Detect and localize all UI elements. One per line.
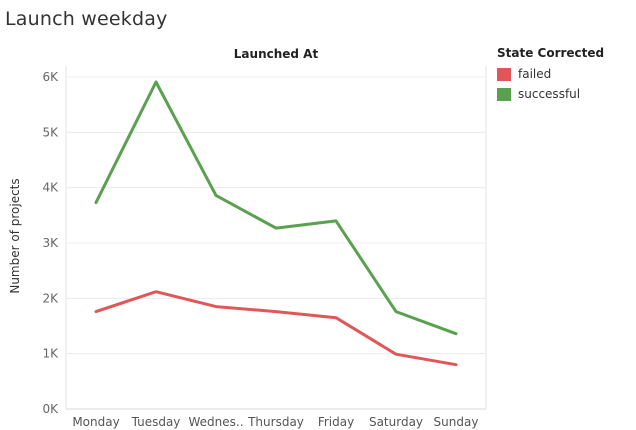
y-tick-label: 6K [42,70,59,84]
x-tick-label: Monday [72,415,119,429]
y-tick-label: 0K [42,402,59,416]
x-tick-label: Tuesday [131,415,181,429]
x-tick-label: Thursday [247,415,304,429]
x-tick-label: Saturday [369,415,423,429]
y-tick-label: 4K [42,181,59,195]
column-header: Launched At [234,47,319,61]
series-line-successful [96,82,456,334]
y-tick-label: 3K [42,236,59,250]
x-tick-label: Sunday [434,415,479,429]
y-axis-label: Number of projects [8,178,22,293]
y-tick-label: 5K [42,125,59,139]
x-tick-label: Friday [318,415,354,429]
y-tick-label: 2K [42,291,59,305]
x-tick-label: Wednes.. [188,415,243,429]
y-tick-label: 1K [42,347,59,361]
